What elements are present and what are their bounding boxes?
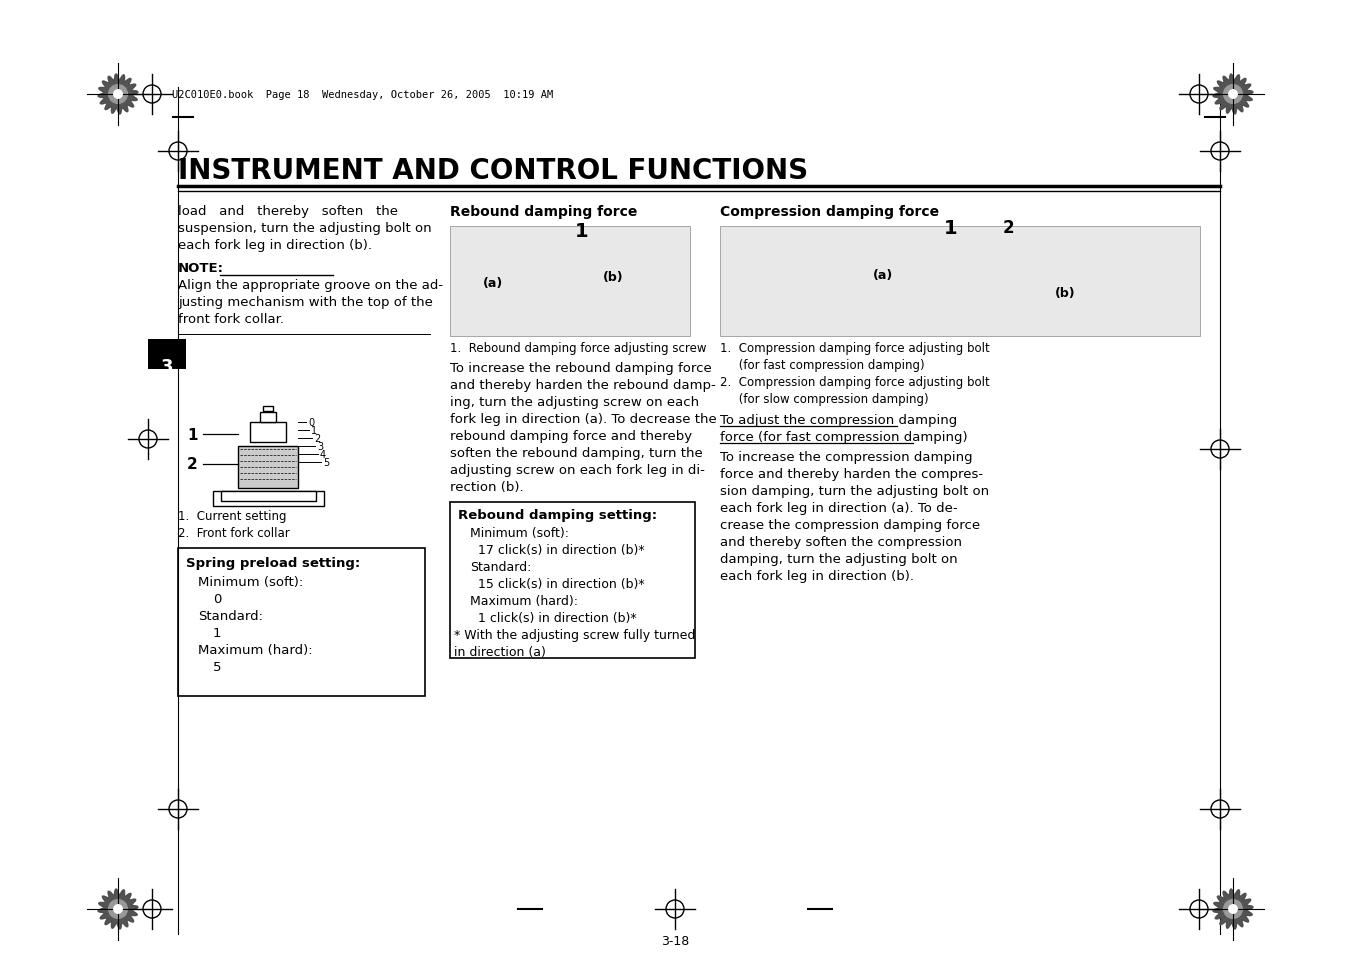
Text: 5: 5 [323,457,330,468]
Circle shape [1229,91,1238,99]
Bar [222,492,316,501]
Text: 3-18: 3-18 [661,934,689,947]
Text: 1: 1 [943,219,958,237]
Text: INSTRUMENT AND CONTROL FUNCTIONS: INSTRUMENT AND CONTROL FUNCTIONS [178,157,808,185]
Text: 4: 4 [320,450,326,459]
Text: sion damping, turn the adjusting bolt on: sion damping, turn the adjusting bolt on [720,484,989,497]
Text: (a): (a) [484,276,504,289]
Polygon shape [1213,889,1252,929]
Text: To increase the rebound damping force: To increase the rebound damping force [450,361,712,375]
Text: crease the compression damping force: crease the compression damping force [720,518,979,532]
Text: Rebound damping setting:: Rebound damping setting: [458,509,657,521]
Circle shape [1229,904,1238,913]
Text: 1.  Current setting: 1. Current setting [178,510,286,522]
Text: 2.  Compression damping force adjusting bolt: 2. Compression damping force adjusting b… [720,375,990,389]
Circle shape [113,904,122,913]
Text: (b): (b) [603,271,624,284]
Text: 2: 2 [313,434,320,443]
Circle shape [108,86,127,104]
Text: To adjust the compression damping: To adjust the compression damping [720,414,958,427]
Text: in direction (a): in direction (a) [454,645,546,659]
Text: 2: 2 [188,457,199,472]
Text: rection (b).: rection (b). [450,480,524,494]
Circle shape [1224,86,1243,104]
Bar [259,413,276,422]
Bar [263,407,273,412]
Text: Minimum (soft):: Minimum (soft): [199,576,303,588]
Text: 2.  Front fork collar: 2. Front fork collar [178,526,289,539]
Text: (a): (a) [873,269,893,281]
Circle shape [108,900,127,919]
Text: suspension, turn the adjusting bolt on: suspension, turn the adjusting bolt on [178,222,431,234]
Text: 1: 1 [576,222,589,241]
Text: 1: 1 [213,626,222,639]
Text: NOTE:: NOTE: [178,262,224,274]
Text: damping, turn the adjusting bolt on: damping, turn the adjusting bolt on [720,553,958,565]
Text: Standard:: Standard: [470,560,531,574]
Text: justing mechanism with the top of the: justing mechanism with the top of the [178,295,432,309]
Polygon shape [1213,75,1252,114]
Text: 0: 0 [213,593,222,605]
Text: 1 click(s) in direction (b)*: 1 click(s) in direction (b)* [478,612,636,624]
Text: adjusting screw on each fork leg in di-: adjusting screw on each fork leg in di- [450,463,705,476]
Text: (for fast compression damping): (for fast compression damping) [720,358,924,372]
Text: 17 click(s) in direction (b)*: 17 click(s) in direction (b)* [478,543,644,557]
Circle shape [1224,900,1243,919]
Text: each fork leg in direction (b).: each fork leg in direction (b). [720,569,915,582]
Text: To increase the compression damping: To increase the compression damping [720,451,973,463]
Text: 1.  Rebound damping force adjusting screw: 1. Rebound damping force adjusting screw [450,341,707,355]
Polygon shape [1213,75,1252,114]
Text: 15 click(s) in direction (b)*: 15 click(s) in direction (b)* [478,578,644,590]
Text: and thereby soften the compression: and thereby soften the compression [720,536,962,548]
Text: Align the appropriate groove on the ad-: Align the appropriate groove on the ad- [178,278,443,292]
Text: (b): (b) [1055,287,1075,300]
Text: soften the rebound damping, turn the: soften the rebound damping, turn the [450,447,703,459]
Text: 5: 5 [213,660,222,673]
Text: 3: 3 [317,441,323,452]
Text: and thereby harden the rebound damp-: and thereby harden the rebound damp- [450,378,716,392]
Text: force and thereby harden the compres-: force and thereby harden the compres- [720,468,984,480]
Text: 1: 1 [188,427,199,442]
Text: Rebound damping force: Rebound damping force [450,205,638,219]
Polygon shape [99,889,138,929]
Polygon shape [99,75,138,114]
Bar [450,502,694,659]
Text: 1: 1 [311,426,317,436]
Text: load   and   thereby   soften   the: load and thereby soften the [178,205,399,218]
Text: each fork leg in direction (a). To de-: each fork leg in direction (a). To de- [720,501,958,515]
Polygon shape [1213,889,1252,929]
Bar [178,548,426,697]
Bar [450,227,690,336]
Text: each fork leg in direction (b).: each fork leg in direction (b). [178,239,372,252]
Text: Maximum (hard):: Maximum (hard): [199,643,312,657]
Bar [250,422,286,442]
Bar [213,492,324,506]
Bar [149,339,186,370]
Polygon shape [99,889,138,929]
Text: 1.  Compression damping force adjusting bolt: 1. Compression damping force adjusting b… [720,341,990,355]
Text: Maximum (hard):: Maximum (hard): [470,595,578,607]
Bar [238,447,299,489]
Text: Compression damping force: Compression damping force [720,205,939,219]
Text: rebound damping force and thereby: rebound damping force and thereby [450,430,692,442]
Text: U2C010E0.book  Page 18  Wednesday, October 26, 2005  10:19 AM: U2C010E0.book Page 18 Wednesday, October… [172,90,554,100]
Text: fork leg in direction (a). To decrease the: fork leg in direction (a). To decrease t… [450,413,717,426]
Text: 3: 3 [161,357,173,375]
Bar [720,227,1200,336]
Circle shape [113,91,122,99]
Polygon shape [99,75,138,114]
Text: * With the adjusting screw fully turned: * With the adjusting screw fully turned [454,628,696,641]
Text: front fork collar.: front fork collar. [178,313,284,326]
Text: Spring preload setting:: Spring preload setting: [186,557,361,569]
Text: 0: 0 [308,417,315,428]
Text: 2: 2 [1002,219,1013,236]
Text: force (for fast compression damping): force (for fast compression damping) [720,431,967,443]
Text: ing, turn the adjusting screw on each: ing, turn the adjusting screw on each [450,395,698,409]
Text: Standard:: Standard: [199,609,263,622]
Text: (for slow compression damping): (for slow compression damping) [720,393,928,406]
Text: Minimum (soft):: Minimum (soft): [470,526,569,539]
